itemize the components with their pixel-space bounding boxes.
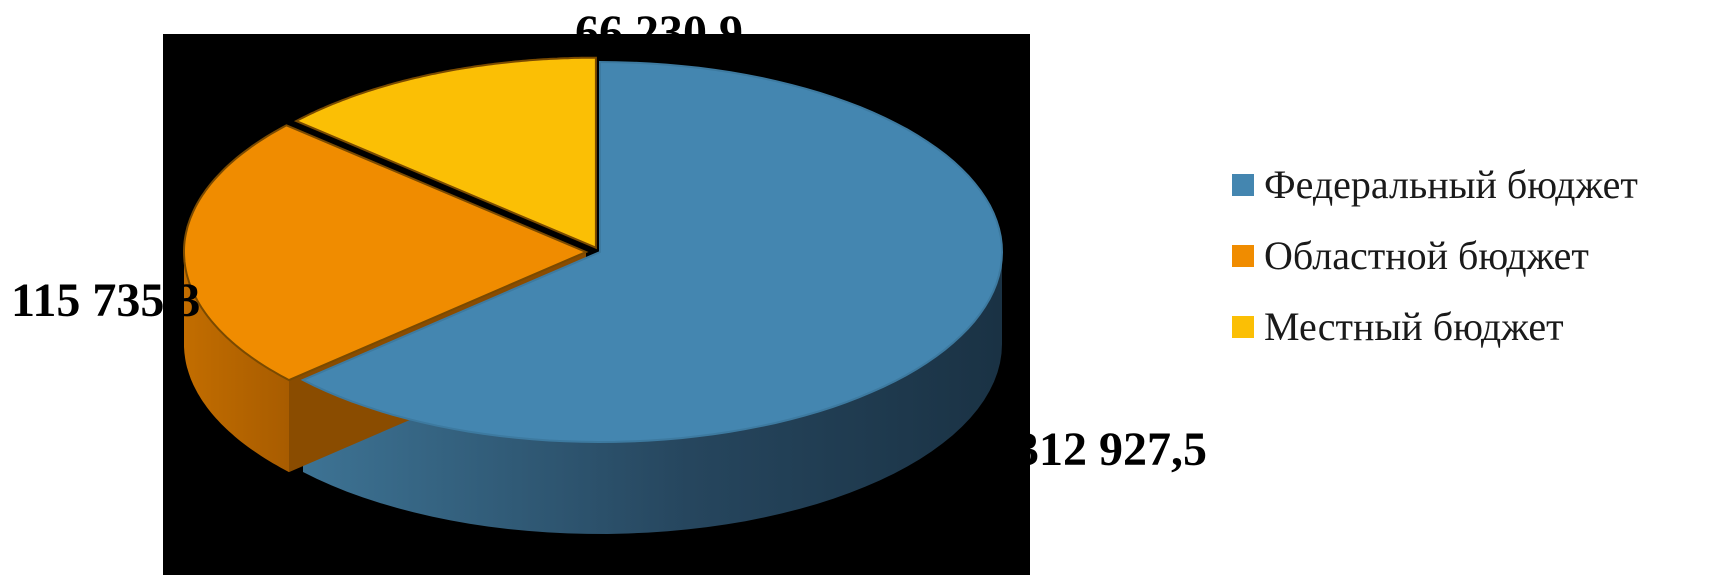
data-label: 312 927,5 [1015, 423, 1207, 476]
pie-slice-side [303, 252, 1002, 534]
data-labels: 312 927,5 115 735,3 66 230,9 [11, 6, 1207, 476]
legend-swatch [1232, 245, 1254, 267]
pie-slice-federal [300, 60, 1004, 444]
data-label: 115 735,3 [11, 274, 200, 327]
legend-swatch [1232, 316, 1254, 338]
pie-slice-local [293, 56, 597, 250]
legend-swatch [1232, 174, 1254, 196]
legend: Федеральный бюджет Областной бюджет Мест… [1232, 163, 1638, 349]
pie-slice-regional [183, 124, 589, 382]
data-label: 66 230,9 [575, 6, 743, 59]
legend-item-local: Местный бюджет [1232, 305, 1638, 349]
legend-item-federal: Федеральный бюджет [1232, 163, 1638, 207]
legend-item-regional: Областной бюджет [1232, 234, 1638, 278]
pie-tops [183, 56, 1004, 444]
pie-slice-side [184, 252, 289, 473]
legend-label: Местный бюджет [1264, 304, 1564, 349]
legend-label: Областной бюджет [1264, 233, 1589, 278]
legend-label: Федеральный бюджет [1264, 162, 1638, 207]
